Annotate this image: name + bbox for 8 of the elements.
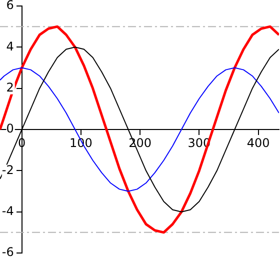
- y-tick-label: 2: [6, 80, 14, 94]
- y-tick-label: 0: [6, 122, 14, 136]
- y-tick-label: 4: [6, 39, 14, 54]
- y-tick-label: -4: [2, 204, 14, 218]
- y-tick-label: -2: [2, 162, 14, 177]
- x-tick-label: 400: [246, 136, 270, 150]
- y-tick-label: -6: [2, 245, 14, 260]
- y-tick-label: 6: [6, 0, 14, 12]
